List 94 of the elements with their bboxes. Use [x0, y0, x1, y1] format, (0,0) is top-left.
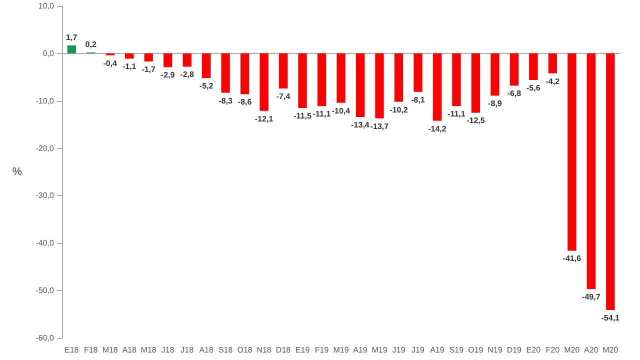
bar — [432, 53, 442, 121]
data-label: -1,1 — [122, 62, 137, 72]
y-tick-label: -20,0 — [36, 144, 55, 153]
x-tick-label: M20 — [602, 346, 619, 354]
data-label: 1,7 — [66, 32, 78, 42]
bar — [202, 53, 211, 78]
data-label: -54,1 — [601, 314, 620, 323]
data-label: -5,6 — [526, 83, 541, 92]
bar — [317, 53, 326, 106]
bar — [375, 53, 384, 118]
data-label: 0,2 — [85, 40, 97, 49]
data-label: -8,1 — [411, 95, 426, 104]
x-tick-label: O19 — [468, 346, 484, 354]
x-tick-label: A20 — [584, 346, 599, 354]
x-tick-label: E19 — [295, 346, 310, 354]
x-tick-label: J19 — [392, 346, 406, 354]
x-tick-label: E18 — [64, 346, 80, 354]
x-tick-label: J18 — [180, 346, 194, 354]
x-tick-label: O18 — [237, 346, 253, 354]
x-tick-label: F18 — [84, 346, 98, 354]
bar — [336, 53, 346, 103]
data-label: -2,8 — [180, 70, 195, 80]
bar — [452, 53, 461, 106]
data-label: -8,3 — [218, 96, 233, 106]
bar — [125, 53, 134, 59]
y-tick-label: -60,0 — [36, 334, 55, 342]
x-tick-label: N18 — [256, 346, 272, 354]
bar — [144, 53, 153, 62]
x-tick-label: S19 — [449, 346, 464, 354]
data-label: -6,8 — [507, 89, 522, 98]
x-tick-label: E20 — [526, 346, 542, 354]
bar — [471, 53, 480, 113]
x-tick-label: S18 — [218, 346, 234, 354]
bar — [414, 53, 422, 92]
x-tick-label: A19 — [353, 346, 368, 354]
data-label: -13,4 — [351, 120, 370, 130]
x-tick-label: A18 — [199, 346, 214, 354]
x-tick-label: A18 — [122, 346, 138, 354]
data-label: -0,4 — [103, 58, 118, 68]
data-label: -4,2 — [546, 76, 560, 86]
x-tick-label: J18 — [161, 346, 175, 354]
y-tick-label: -50,0 — [36, 286, 55, 296]
data-label: -11,1 — [312, 110, 332, 119]
data-label: -41,6 — [562, 254, 582, 264]
data-label: -2,9 — [160, 70, 176, 80]
data-label: -1,7 — [142, 64, 156, 74]
bar — [298, 53, 307, 108]
bar — [606, 53, 615, 310]
x-tick-label: D18 — [276, 346, 292, 354]
data-label: -10,2 — [390, 105, 408, 114]
bar — [529, 53, 538, 80]
x-tick-label: J19 — [412, 346, 425, 354]
x-tick-label: D19 — [506, 346, 522, 354]
x-tick-label: N19 — [488, 346, 503, 354]
bar — [394, 53, 404, 102]
bar — [510, 53, 518, 86]
bar — [356, 53, 365, 117]
bar — [568, 53, 576, 251]
bar — [240, 53, 250, 94]
x-tick-label: A19 — [430, 346, 445, 354]
bar — [182, 53, 192, 67]
data-label: -49,7 — [582, 292, 601, 302]
bar — [586, 53, 596, 290]
x-tick-label: M18 — [140, 346, 157, 354]
y-tick-label: -30,0 — [36, 191, 55, 200]
y-axis-title: % — [12, 166, 22, 178]
data-label: -5,2 — [199, 82, 214, 91]
x-tick-label: M19 — [372, 346, 388, 354]
bar — [278, 53, 288, 89]
data-label: -13,7 — [370, 122, 390, 131]
y-tick-label: -10,0 — [36, 96, 55, 106]
x-tick-label: F20 — [546, 346, 560, 354]
bar — [490, 53, 500, 96]
data-label: -11,1 — [448, 110, 466, 119]
data-label: -12,5 — [466, 116, 486, 126]
y-tick-label: -40,0 — [36, 238, 55, 248]
x-tick-label: M18 — [102, 346, 118, 354]
y-tick-label: 0,0 — [42, 48, 55, 58]
x-tick-label: M19 — [333, 346, 350, 354]
data-label: -12,1 — [254, 114, 274, 124]
y-tick-label: 10,0 — [38, 2, 55, 10]
data-label: -10,4 — [332, 106, 351, 116]
x-tick-label: F19 — [314, 346, 330, 354]
bar — [67, 45, 76, 54]
data-label: -8,6 — [238, 98, 252, 107]
data-label: -11,5 — [294, 111, 312, 120]
x-tick-label: M20 — [564, 346, 580, 354]
bar — [221, 53, 230, 93]
bar — [260, 53, 268, 111]
data-label: -14,2 — [428, 124, 447, 134]
bar — [548, 53, 557, 74]
data-label: -7,4 — [276, 92, 291, 102]
data-label: -8,9 — [488, 99, 502, 108]
bar — [164, 53, 172, 68]
